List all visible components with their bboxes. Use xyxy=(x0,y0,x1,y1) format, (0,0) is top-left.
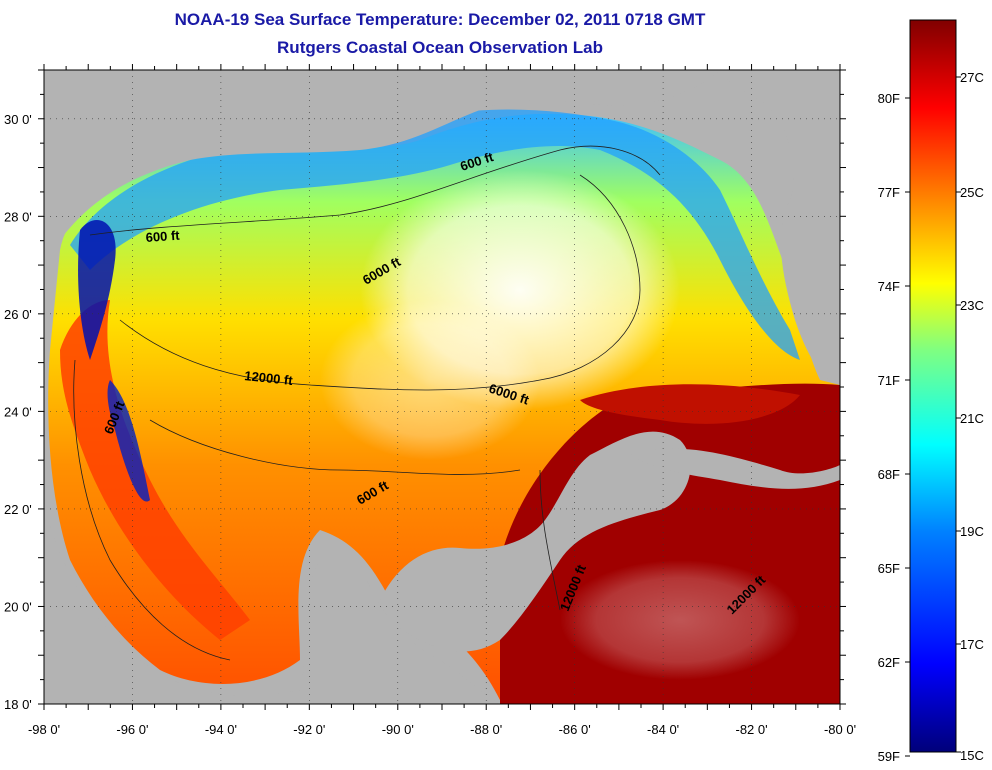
lat-tick-label: 26 0' xyxy=(4,307,32,322)
colorbar-celsius-labels: 27C 25C 23C 21C 19C 17C 15C xyxy=(956,70,984,763)
lon-tick-label: -94 0' xyxy=(205,722,237,737)
contour-12000ft xyxy=(149,419,521,475)
lat-tick-label: 18 0' xyxy=(4,697,32,712)
contour-label: 12000 ft xyxy=(244,368,294,388)
western-cold-patch-2 xyxy=(107,380,150,502)
lon-tick-label: -90 0' xyxy=(382,722,414,737)
colorbar-celsius-label: 23C xyxy=(960,298,984,313)
page-title: NOAA-19 Sea Surface Temperature: Decembe… xyxy=(174,10,706,29)
colorbar-celsius-label: 27C xyxy=(960,70,984,85)
lon-tick-label: -84 0' xyxy=(647,722,679,737)
colorbar xyxy=(909,19,957,753)
lat-tick-label: 22 0' xyxy=(4,502,32,517)
lon-tick-label: -86 0' xyxy=(559,722,591,737)
lon-tick-label: -82 0' xyxy=(735,722,767,737)
lat-tick-label: 28 0' xyxy=(4,209,32,224)
contour-600ft-west xyxy=(73,359,231,661)
colorbar-fahrenheit-labels: 80F 77F 74F 71F 68F 65F 62F 59F xyxy=(878,91,910,764)
lon-tick-label: -92 0' xyxy=(293,722,325,737)
colorbar-fahrenheit-label: 71F xyxy=(878,373,900,388)
us-gulf-coast-land xyxy=(44,70,720,260)
lon-tick-label: -96 0' xyxy=(116,722,148,737)
florida-land xyxy=(720,70,840,385)
lat-tick-label: 20 0' xyxy=(4,599,32,614)
contour-6000ft xyxy=(119,174,641,391)
lon-tick-label: -80 0' xyxy=(824,722,856,737)
lon-tick-label: -88 0' xyxy=(470,722,502,737)
colorbar-fahrenheit-label: 68F xyxy=(878,467,900,482)
lat-tick-label: 30 0' xyxy=(4,112,32,127)
cloud-field-caribbean xyxy=(560,560,800,680)
colorbar-fahrenheit-label: 74F xyxy=(878,279,900,294)
lon-tick-label: -98 0' xyxy=(28,722,60,737)
latitude-axis: 18 0' 20 0' 22 0' 24 0' 26 0' 28 0' 30 0' xyxy=(4,69,846,712)
colorbar-celsius-label: 15C xyxy=(960,748,984,763)
northern-shelf-cold-water xyxy=(70,109,800,360)
colorbar-fahrenheit-label: 77F xyxy=(878,185,900,200)
contour-600ft-north xyxy=(89,145,661,236)
yucatan-peninsula-land xyxy=(380,431,691,652)
western-coast-warm-water xyxy=(60,300,250,640)
colorbar-celsius-label: 17C xyxy=(960,637,984,652)
colorbar-celsius-label: 21C xyxy=(960,411,984,426)
mexico-land xyxy=(44,500,500,704)
lat-tick-label: 24 0' xyxy=(4,404,32,419)
colorbar-celsius-label: 25C xyxy=(960,185,984,200)
western-cold-patch xyxy=(78,220,116,360)
colorbar-fahrenheit-label: 80F xyxy=(878,91,900,106)
colorbar-fahrenheit-label: 59F xyxy=(878,749,900,764)
colorbar-celsius-label: 19C xyxy=(960,524,984,539)
yucatan-warm-water xyxy=(580,384,800,424)
contour-12000ft-caribbean xyxy=(539,469,561,611)
page-subtitle: Rutgers Coastal Ocean Observation Lab xyxy=(277,38,603,57)
cloud-field-south xyxy=(320,300,540,460)
colorbar-fahrenheit-label: 62F xyxy=(878,655,900,670)
contour-label: 600 ft xyxy=(145,228,181,245)
colorbar-fahrenheit-label: 65F xyxy=(878,561,900,576)
cuba-land xyxy=(630,448,840,489)
longitude-axis: -98 0' -96 0' -94 0' -92 0' -90 0' -88 0' -86 … xyxy=(28,64,856,737)
sst-imagery xyxy=(44,70,840,704)
